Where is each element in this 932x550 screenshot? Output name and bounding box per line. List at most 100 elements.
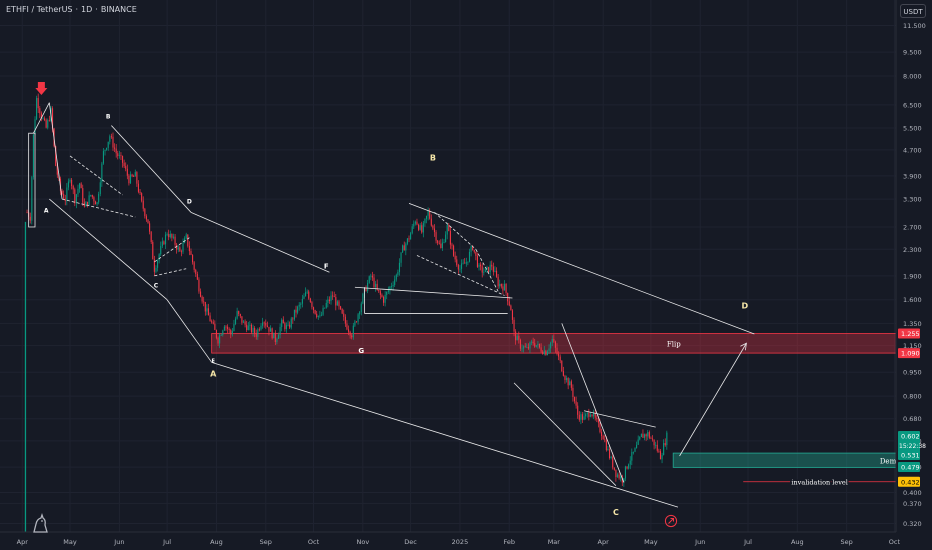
candle-body bbox=[72, 185, 74, 190]
candle-body bbox=[298, 304, 300, 307]
candle-body bbox=[209, 315, 211, 322]
time-tick-label: Mar bbox=[548, 538, 561, 546]
candle-body bbox=[661, 455, 663, 460]
candle-body bbox=[499, 283, 501, 287]
candle-body bbox=[451, 244, 453, 246]
candle-body bbox=[545, 350, 547, 356]
candle-body bbox=[546, 351, 549, 356]
candle-body bbox=[142, 200, 144, 209]
go-to-realtime-icon[interactable] bbox=[664, 514, 678, 528]
price-tick-label: 0.400 bbox=[903, 489, 922, 497]
pattern-line bbox=[49, 198, 168, 301]
candle-body bbox=[532, 341, 534, 344]
candle-body bbox=[618, 474, 620, 479]
candle-body bbox=[567, 378, 569, 386]
wave-label: D bbox=[741, 302, 748, 311]
candle-body bbox=[502, 286, 504, 291]
candle-body bbox=[468, 251, 471, 262]
time-tick-label: May bbox=[644, 538, 658, 546]
candle-body bbox=[542, 351, 544, 355]
candle-body bbox=[381, 294, 383, 298]
candle-body bbox=[110, 136, 112, 138]
candle-body bbox=[636, 444, 638, 449]
candle-body bbox=[647, 432, 649, 437]
candle-body bbox=[384, 294, 386, 303]
candle-body bbox=[199, 291, 202, 297]
candle-body bbox=[214, 323, 216, 331]
pattern-line bbox=[354, 286, 513, 299]
candle-body bbox=[510, 305, 512, 311]
candle-body bbox=[176, 244, 178, 250]
candle-body bbox=[562, 371, 564, 376]
candle-body bbox=[180, 251, 182, 253]
candle-body bbox=[266, 325, 268, 327]
pattern-line bbox=[69, 155, 123, 196]
price-tick-label: 11.500 bbox=[903, 22, 926, 30]
candle-body bbox=[413, 223, 415, 227]
candle-body bbox=[478, 264, 480, 267]
candle-body bbox=[596, 417, 598, 420]
candle-body bbox=[185, 234, 187, 239]
candle-body bbox=[508, 301, 510, 306]
candle-body bbox=[149, 223, 151, 232]
candle-body bbox=[244, 321, 246, 325]
candle-body bbox=[613, 467, 615, 470]
candle-body bbox=[416, 221, 418, 225]
candle-body bbox=[284, 323, 286, 330]
candle-body bbox=[228, 329, 230, 330]
candle-body bbox=[115, 148, 117, 154]
price-label-box bbox=[898, 431, 920, 451]
candle-body bbox=[408, 238, 410, 240]
candle-body bbox=[93, 197, 95, 202]
currency-button[interactable]: USDT bbox=[900, 4, 926, 18]
candle-body bbox=[556, 347, 558, 354]
candle-body bbox=[651, 438, 654, 440]
price-label-text: 1.255 bbox=[901, 330, 920, 338]
candle-body bbox=[91, 194, 93, 198]
price-tick-label: 9.500 bbox=[903, 49, 922, 57]
candle-body bbox=[223, 326, 225, 331]
candle-body bbox=[658, 450, 660, 452]
time-axis[interactable] bbox=[0, 532, 896, 550]
zone-demand bbox=[672, 452, 897, 468]
candle-body bbox=[123, 162, 125, 167]
candle-body bbox=[297, 306, 299, 313]
candle-body bbox=[330, 295, 332, 302]
candle-body bbox=[397, 271, 399, 275]
candle-body bbox=[44, 118, 46, 121]
price-label-box bbox=[898, 328, 920, 339]
candle-body bbox=[518, 335, 520, 340]
candle-body bbox=[489, 264, 491, 273]
candle-body bbox=[102, 151, 105, 164]
candle-body bbox=[67, 181, 69, 188]
candle-body bbox=[604, 439, 606, 441]
candle-body bbox=[624, 466, 627, 479]
price-label-text: 1.090 bbox=[901, 350, 920, 358]
candle-body bbox=[583, 416, 585, 420]
candle-body bbox=[395, 274, 397, 280]
candle-body bbox=[593, 412, 595, 417]
candle-body bbox=[643, 434, 646, 438]
candle-body bbox=[166, 234, 168, 235]
candle-body bbox=[653, 439, 655, 446]
candle-body bbox=[120, 155, 122, 157]
candle-body bbox=[400, 252, 402, 263]
candle-body bbox=[394, 279, 396, 285]
candle-body bbox=[553, 338, 555, 342]
candle-body bbox=[333, 296, 335, 298]
candle-body bbox=[328, 299, 330, 302]
candle-body bbox=[467, 261, 469, 263]
candle-body bbox=[473, 249, 475, 252]
candle-body bbox=[192, 254, 194, 263]
candle-body bbox=[655, 444, 657, 446]
candle-body bbox=[430, 218, 432, 226]
time-tick-label: Aug bbox=[791, 538, 804, 546]
candle-body bbox=[292, 318, 294, 320]
candle-body bbox=[580, 414, 582, 420]
candle-body bbox=[422, 223, 424, 233]
price-tick-label: 0.800 bbox=[903, 393, 922, 401]
candle-body bbox=[219, 335, 221, 344]
